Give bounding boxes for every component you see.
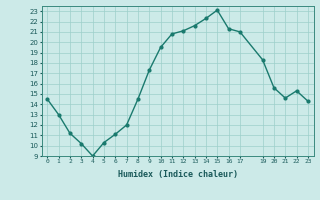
X-axis label: Humidex (Indice chaleur): Humidex (Indice chaleur) [118,170,237,179]
